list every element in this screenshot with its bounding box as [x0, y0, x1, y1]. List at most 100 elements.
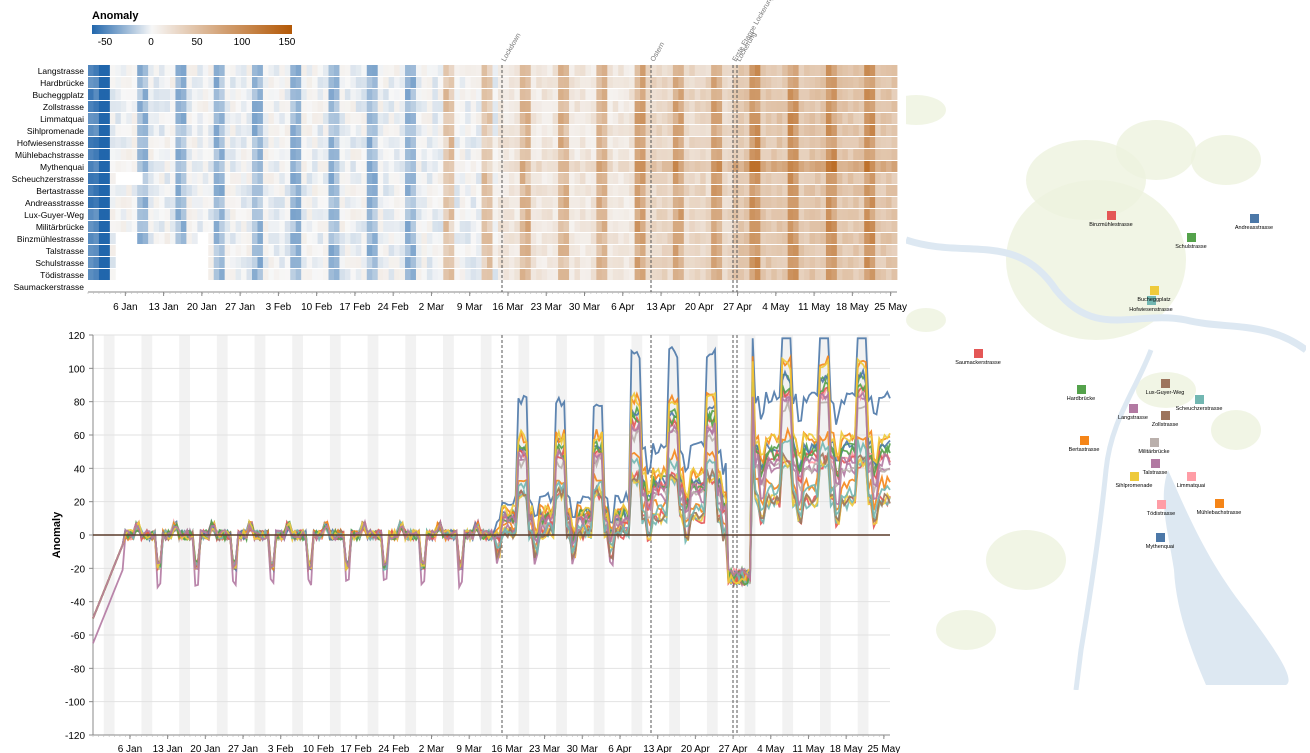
- heat-cell: [530, 77, 537, 88]
- heat-cell: [230, 245, 236, 256]
- heat-cell: [508, 209, 515, 220]
- heat-cell: [443, 161, 450, 172]
- heat-cell: [853, 137, 860, 148]
- heat-cell: [563, 221, 570, 232]
- heat-cell: [831, 269, 838, 280]
- heat-cell: [590, 161, 597, 172]
- heat-cell: [312, 161, 318, 172]
- heat-cell: [191, 89, 198, 100]
- heat-cell: [312, 113, 318, 124]
- heat-cell: [120, 221, 127, 232]
- heat-cell: [164, 197, 171, 208]
- heat-cell: [268, 101, 275, 112]
- heat-cell: [831, 149, 838, 160]
- heat-cell: [366, 149, 373, 160]
- heat-cell: [683, 89, 690, 100]
- heat-cell: [394, 209, 400, 220]
- heat-cell: [825, 113, 832, 124]
- heat-cell: [667, 113, 674, 124]
- heat-cell: [667, 65, 674, 76]
- heat-cell: [722, 161, 728, 172]
- station-map: BinzmühlestrasseSchulstrasseAndreasstras…: [906, 95, 1306, 690]
- heat-cell: [476, 161, 482, 172]
- heat-cell: [765, 65, 772, 76]
- heat-cell: [372, 65, 379, 76]
- heat-cell: [208, 161, 215, 172]
- heat-cell: [459, 137, 466, 148]
- heat-cell: [629, 89, 636, 100]
- heat-cell: [383, 161, 390, 172]
- heat-cell: [350, 209, 357, 220]
- heat-cell: [525, 161, 532, 172]
- heat-cell: [689, 113, 696, 124]
- heat-cell: [328, 101, 335, 112]
- heat-cell: [836, 89, 843, 100]
- heat-cell: [678, 77, 685, 88]
- heat-cell: [869, 269, 876, 280]
- heat-cell: [847, 101, 854, 112]
- heat-cell: [328, 125, 335, 136]
- heat-cell: [487, 89, 493, 100]
- heat-cell: [109, 173, 116, 184]
- heat-cell: [771, 161, 778, 172]
- heat-cell: [454, 269, 461, 280]
- heat-cell: [574, 197, 581, 208]
- heat-cell: [798, 233, 805, 244]
- heat-cell: [891, 65, 898, 76]
- heat-cell: [711, 209, 718, 220]
- heat-cell: [366, 173, 373, 184]
- heat-cell: [383, 185, 390, 196]
- heat-cell: [815, 65, 821, 76]
- heat-cell: [213, 233, 220, 244]
- heat-cell: [672, 161, 679, 172]
- station-marker: [1077, 385, 1086, 394]
- heat-cell: [290, 245, 297, 256]
- heat-cell: [869, 257, 876, 268]
- heat-cell: [782, 101, 789, 112]
- heat-cell: [268, 233, 275, 244]
- heat-cell: [853, 257, 860, 268]
- heat-cell: [410, 65, 417, 76]
- heat-cell: [481, 77, 488, 88]
- heat-cell: [891, 185, 898, 196]
- heat-cell: [251, 269, 258, 280]
- heat-cell: [465, 113, 472, 124]
- heat-cell: [743, 125, 750, 136]
- heat-cell: [552, 113, 559, 124]
- heat-cell: [208, 197, 215, 208]
- heat-cell: [804, 113, 810, 124]
- heat-cell: [815, 161, 821, 172]
- heat-cell: [241, 197, 247, 208]
- station-label: Hofwiesenstrasse: [1129, 307, 1172, 313]
- heat-cell: [459, 125, 466, 136]
- heat-cell: [339, 173, 346, 184]
- heat-cell: [804, 221, 810, 232]
- heat-cell: [169, 113, 176, 124]
- heat-cell: [569, 137, 575, 148]
- heat-cell: [115, 101, 122, 112]
- heat-cell: [262, 113, 269, 124]
- heat-cell: [743, 77, 750, 88]
- event-label: Ostern: [650, 41, 667, 63]
- heat-cell: [590, 89, 597, 100]
- heat-cell: [279, 149, 286, 160]
- heat-cell: [164, 161, 171, 172]
- heat-cell: [651, 197, 657, 208]
- heat-cell: [279, 173, 286, 184]
- heat-cell: [886, 125, 892, 136]
- heat-cell: [219, 65, 226, 76]
- heat-cell: [459, 101, 466, 112]
- heat-cell: [284, 77, 291, 88]
- heat-cell: [547, 101, 554, 112]
- heat-cell: [727, 65, 734, 76]
- heat-cell: [208, 149, 215, 160]
- heat-cell: [727, 113, 734, 124]
- heat-cell: [361, 137, 368, 148]
- heat-cell: [175, 137, 182, 148]
- heat-cell: [410, 89, 417, 100]
- heat-cell: [339, 221, 346, 232]
- heat-cell: [350, 233, 357, 244]
- x-tick-label: 20 Apr: [681, 744, 711, 753]
- heat-cell: [760, 269, 767, 280]
- heat-cell: [399, 185, 406, 196]
